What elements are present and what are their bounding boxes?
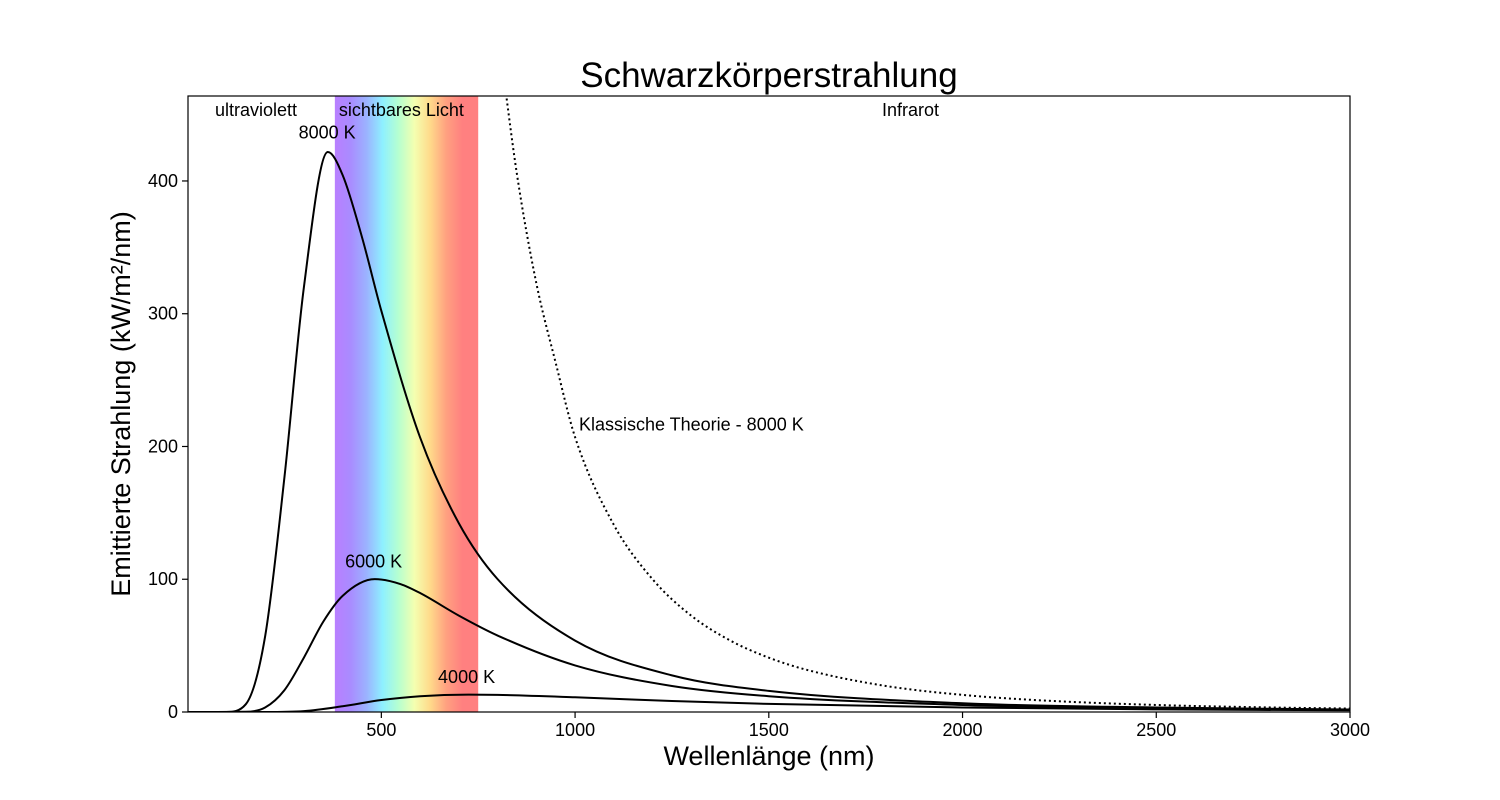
series-6000-k-label: 6000 K xyxy=(345,551,402,571)
visible-light-band xyxy=(334,96,479,712)
series-6000-k-line xyxy=(188,578,1350,712)
region-label-ultraviolett: ultraviolett xyxy=(215,100,297,120)
chart-title: Schwarzkörperstrahlung xyxy=(580,56,957,95)
series-8000-k-line xyxy=(188,151,1350,712)
x-tick-label: 1500 xyxy=(749,720,789,740)
series-8000-k-label: 8000 K xyxy=(299,122,356,142)
x-axis: 500 1000 1500 2000 2500 3000 xyxy=(366,712,1370,740)
region-labels: ultraviolett sichtbares Licht Infrarot xyxy=(215,100,939,120)
x-tick-label: 3000 xyxy=(1330,720,1370,740)
series-klassische-theorie-8000-k-label: Klassische Theorie - 8000 K xyxy=(579,415,804,435)
curve-layer xyxy=(188,96,1350,712)
x-axis-label: Wellenlänge (nm) xyxy=(663,741,874,771)
series-klassische-theorie-8000-k-line xyxy=(505,96,1350,710)
x-tick-label: 500 xyxy=(366,720,396,740)
y-tick-label: 300 xyxy=(148,304,178,324)
x-tick-label: 1000 xyxy=(555,720,595,740)
y-tick-label: 100 xyxy=(148,569,178,589)
y-tick-label: 200 xyxy=(148,436,178,456)
region-label-sichtbares-licht: sichtbares Licht xyxy=(339,100,464,120)
x-tick-label: 2000 xyxy=(943,720,983,740)
y-axis-label: Emittierte Strahlung (kW/m²/nm) xyxy=(106,211,136,597)
series-labels: 8000 K 6000 K 4000 K Klassische Theorie - 8… xyxy=(299,122,804,686)
y-tick-label: 0 xyxy=(168,702,178,722)
x-tick-label: 2500 xyxy=(1136,720,1176,740)
y-tick-label: 400 xyxy=(148,171,178,191)
y-axis: 0 100 200 300 400 xyxy=(148,171,188,722)
series-4000-k-line xyxy=(188,693,1350,712)
series-4000-k-label: 4000 K xyxy=(438,667,495,687)
region-label-infrarot: Infrarot xyxy=(882,100,939,120)
